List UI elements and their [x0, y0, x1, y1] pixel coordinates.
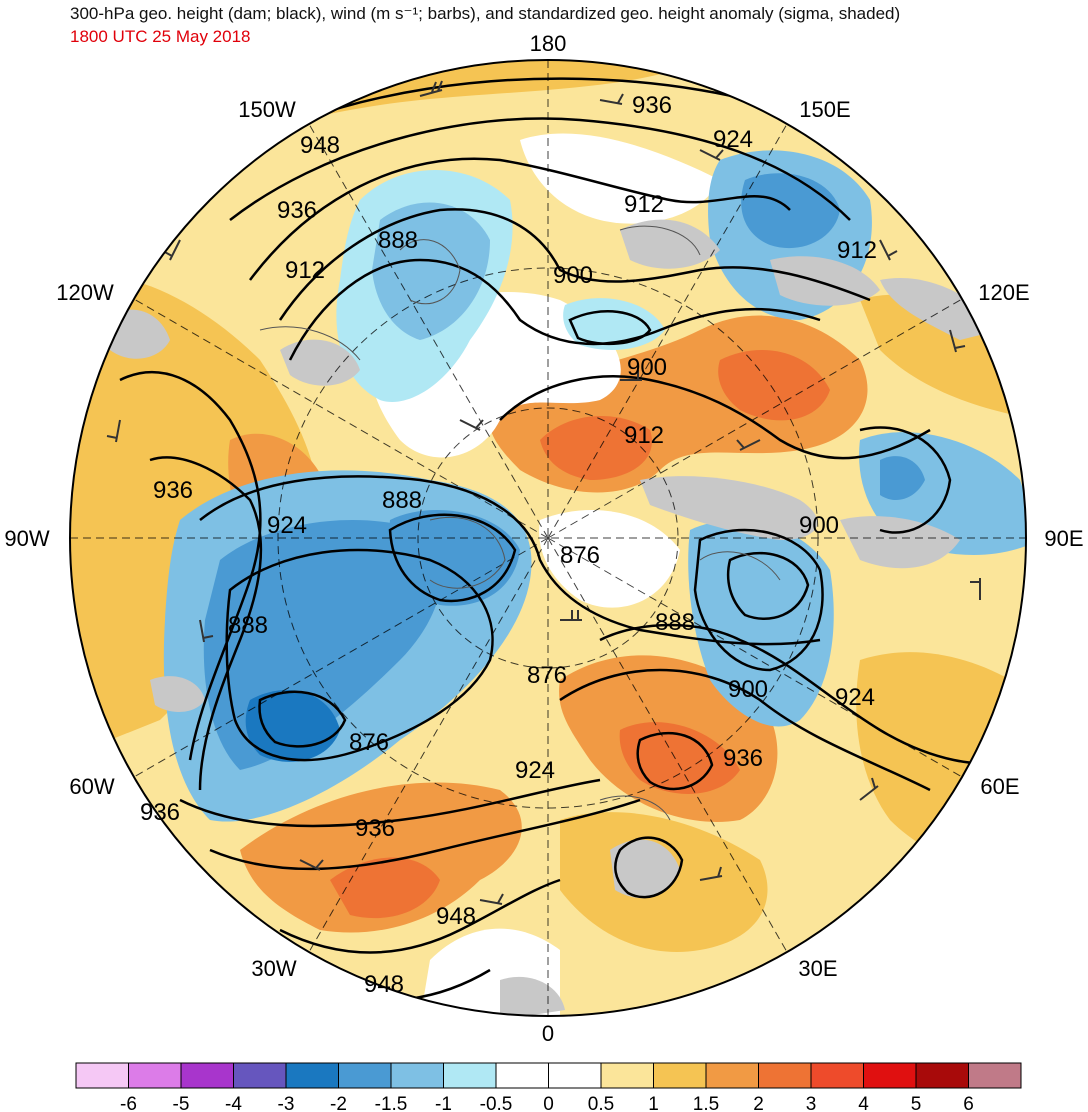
contour-label: 924	[713, 126, 753, 153]
contour-label: 900	[728, 676, 768, 703]
longitude-label-60w: 60W	[69, 774, 114, 799]
colorbar-tick-label: -1	[435, 1094, 452, 1112]
contour-label: 888	[378, 227, 418, 254]
contour-label: 888	[382, 487, 422, 514]
contour-label: 924	[515, 757, 555, 784]
contour-label: 912	[285, 257, 325, 284]
colorbar-tick-label: -1.5	[375, 1094, 408, 1112]
contour-label: 936	[632, 92, 672, 119]
contour-label: 900	[627, 354, 667, 381]
contour-label: 900	[799, 512, 839, 539]
contour-label: 924	[835, 684, 875, 711]
colorbar-tick-label: 0	[543, 1094, 554, 1112]
valid-time: 1800 UTC 25 May 2018	[70, 27, 251, 46]
contour-label: 936	[153, 477, 193, 504]
contour-label: 888	[655, 609, 695, 636]
longitude-label-90e: 90E	[1044, 526, 1083, 551]
longitude-label-0: 0	[542, 1021, 554, 1046]
contour-label: 900	[553, 262, 593, 289]
contour-label: 876	[349, 729, 389, 756]
longitude-label-90w: 90W	[4, 526, 49, 551]
coastlines	[259, 225, 781, 821]
contour-label: 924	[267, 512, 307, 539]
colorbar-swatch	[548, 1062, 602, 1089]
longitude-label-180: 180	[530, 31, 567, 56]
colorbar-tick-label: 5	[911, 1094, 922, 1112]
colorbar-swatch	[390, 1062, 444, 1089]
land-mask-shading	[100, 219, 1000, 1016]
longitude-label-30w: 30W	[251, 956, 296, 981]
colorbar-swatch	[338, 1062, 392, 1089]
colorbar-tick-label: 6	[963, 1094, 974, 1112]
contour-label: 936	[277, 197, 317, 224]
colorbar-tick-label: 1.5	[693, 1094, 719, 1112]
contour-label-group: 948 936 924 936 912 888 912 912 900 900 …	[140, 92, 877, 998]
colorbar-tick-label: -2	[330, 1094, 347, 1112]
colorbar-swatch	[968, 1062, 1022, 1089]
colorbar-tick-label: 2	[753, 1094, 764, 1112]
colorbar-swatch	[600, 1062, 654, 1089]
colorbar-swatch	[758, 1062, 812, 1089]
colorbar-tick-label: -0.5	[480, 1094, 513, 1112]
colorbar-swatch	[128, 1062, 182, 1089]
contour-label: 936	[723, 745, 763, 772]
contour-label: 912	[624, 422, 664, 449]
colorbar-swatch	[915, 1062, 969, 1089]
longitude-label-60e: 60E	[980, 774, 1019, 799]
colorbar-swatch	[75, 1062, 129, 1089]
wind-barbs	[106, 80, 981, 905]
colorbar-tick-label: -5	[173, 1094, 190, 1112]
longitude-label-150e: 150E	[799, 97, 850, 122]
contour-label: 912	[624, 191, 664, 218]
colorbar-swatch	[285, 1062, 339, 1089]
map-title: 300-hPa geo. height (dam; black), wind (…	[70, 4, 901, 23]
colorbar-tick-label: 1	[648, 1094, 659, 1112]
contour-label: 948	[364, 971, 404, 998]
colorbar-swatch	[495, 1062, 549, 1089]
longitude-label-30e: 30E	[798, 956, 837, 981]
contour-label: 936	[355, 815, 395, 842]
colorbar-tick-label: 3	[806, 1094, 817, 1112]
longitude-label-150w: 150W	[238, 97, 296, 122]
contour-label: 876	[527, 662, 567, 689]
colorbar-swatch	[443, 1062, 497, 1089]
map-boundary	[69, 59, 1027, 1017]
colorbar-tick-label: -3	[278, 1094, 295, 1112]
longitude-label-120e: 120E	[978, 280, 1029, 305]
contour-label: 936	[140, 799, 180, 826]
colorbar-tick-label: 0.5	[588, 1094, 614, 1112]
colorbar-swatch	[653, 1062, 707, 1089]
map-disc	[70, 60, 1026, 1016]
graticule	[70, 60, 1026, 1016]
contour-label: 888	[228, 612, 268, 639]
colorbar-swatch	[705, 1062, 759, 1089]
contour-label: 912	[837, 237, 877, 264]
colorbar-tick-label: -6	[120, 1094, 137, 1112]
contour-label: 948	[436, 903, 476, 930]
colorbar-tick-label: 4	[858, 1094, 869, 1112]
height-contours	[119, 77, 1021, 1002]
colorbar-swatch	[863, 1062, 917, 1089]
colorbar-swatch	[180, 1062, 234, 1089]
longitude-labels: 180 150E 120E 90E 60E 30E 0 30W 60W 90W …	[4, 31, 1083, 1046]
colorbar-swatch	[233, 1062, 287, 1089]
contour-label: 948	[300, 132, 340, 159]
colorbar-tick-label: -4	[225, 1094, 242, 1112]
colorbar-swatch	[810, 1062, 864, 1089]
colorbar: -6 -5 -4 -3 -2 -1.5 -1 -0.5 0 0.5 1 1.5 2 3 4 5 6	[75, 1062, 1022, 1112]
longitude-label-120w: 120W	[56, 280, 114, 305]
contour-label: 876	[560, 542, 600, 569]
